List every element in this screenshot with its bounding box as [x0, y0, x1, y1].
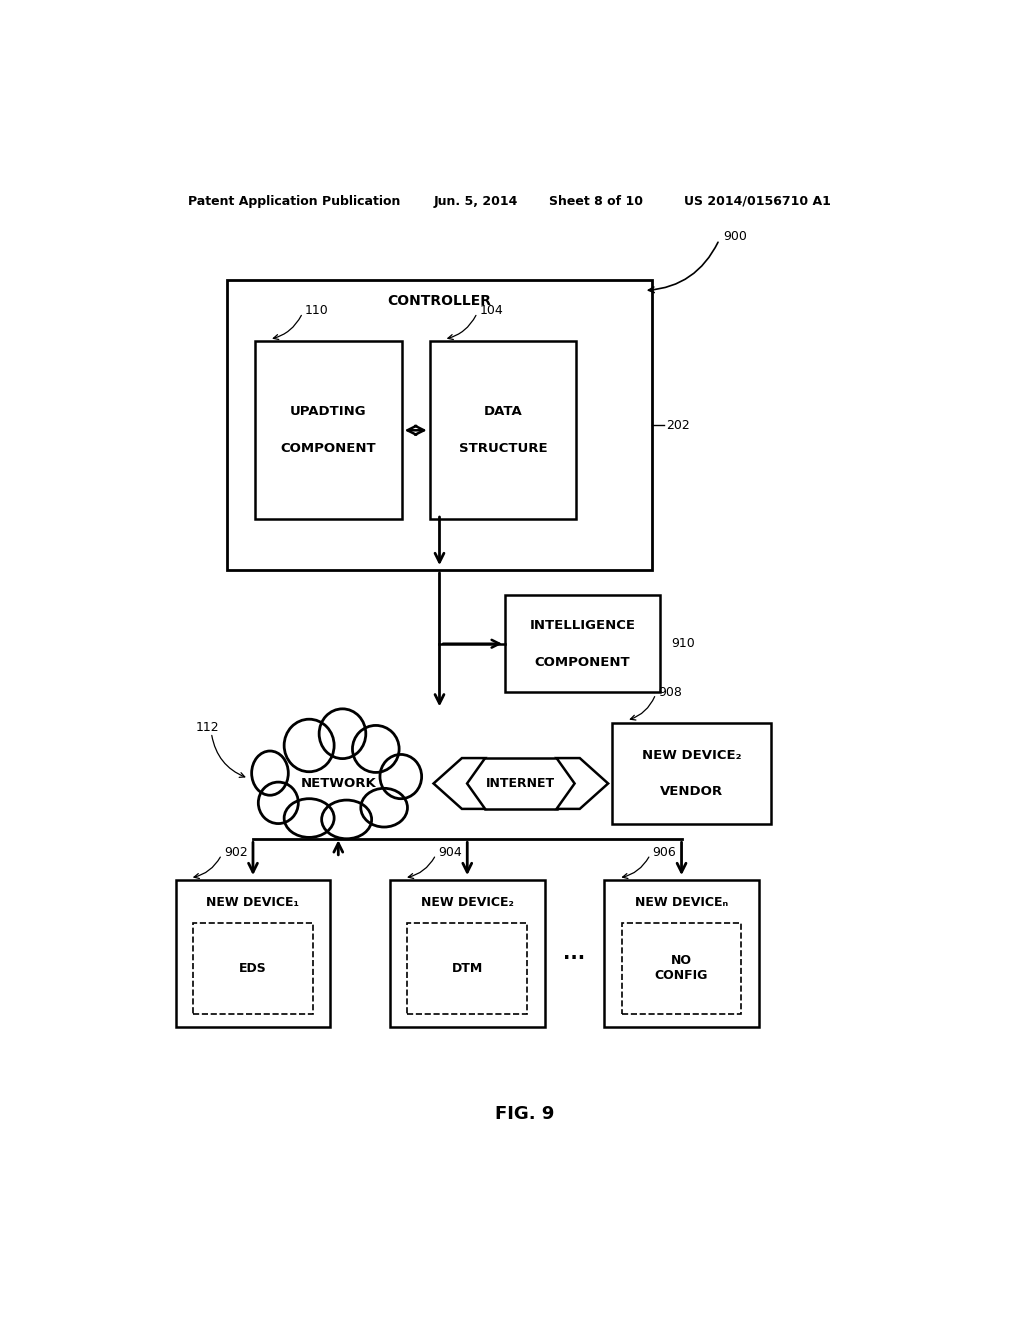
Bar — [430, 342, 577, 519]
Text: UPADTING: UPADTING — [290, 405, 367, 418]
Text: 906: 906 — [652, 846, 676, 859]
Text: US 2014/0156710 A1: US 2014/0156710 A1 — [684, 194, 830, 207]
Ellipse shape — [267, 735, 410, 832]
Bar — [194, 923, 313, 1014]
Ellipse shape — [284, 719, 334, 772]
Text: NETWORK: NETWORK — [300, 777, 376, 789]
Bar — [227, 280, 652, 570]
Text: 202: 202 — [666, 418, 690, 432]
Text: Sheet 8 of 10: Sheet 8 of 10 — [549, 194, 643, 207]
Text: 900: 900 — [723, 230, 748, 243]
Text: 104: 104 — [479, 305, 504, 317]
Bar — [408, 923, 527, 1014]
Ellipse shape — [352, 726, 399, 772]
Text: VENDOR: VENDOR — [659, 785, 723, 799]
Text: NEW DEVICE₂: NEW DEVICE₂ — [421, 896, 514, 909]
Bar — [612, 722, 771, 824]
Text: 902: 902 — [224, 846, 248, 859]
Text: DATA: DATA — [483, 405, 522, 418]
Text: INTERNET: INTERNET — [486, 777, 555, 789]
Bar — [505, 595, 659, 692]
Text: STRUCTURE: STRUCTURE — [459, 442, 547, 455]
Text: NEW DEVICEₙ: NEW DEVICEₙ — [635, 896, 728, 909]
Text: 110: 110 — [305, 305, 329, 317]
Ellipse shape — [252, 751, 289, 795]
Ellipse shape — [258, 783, 298, 824]
Ellipse shape — [319, 709, 366, 759]
Ellipse shape — [360, 788, 408, 828]
Bar — [390, 880, 545, 1027]
Text: 908: 908 — [658, 685, 682, 698]
Text: COMPONENT: COMPONENT — [535, 656, 630, 668]
Text: Patent Application Publication: Patent Application Publication — [187, 194, 400, 207]
Text: FIG. 9: FIG. 9 — [496, 1105, 554, 1123]
Text: NEW DEVICE₂: NEW DEVICE₂ — [642, 748, 741, 762]
Text: 910: 910 — [672, 638, 695, 651]
Text: ...: ... — [563, 944, 586, 964]
Text: 112: 112 — [196, 721, 219, 734]
Text: EDS: EDS — [240, 962, 267, 974]
Bar — [622, 923, 741, 1014]
Text: DTM: DTM — [452, 962, 483, 974]
Bar — [604, 880, 759, 1027]
Text: INTELLIGENCE: INTELLIGENCE — [529, 619, 635, 632]
Polygon shape — [433, 758, 485, 809]
Text: Jun. 5, 2014: Jun. 5, 2014 — [433, 194, 518, 207]
Ellipse shape — [380, 755, 422, 799]
Text: COMPONENT: COMPONENT — [281, 442, 376, 455]
Text: CONTROLLER: CONTROLLER — [387, 293, 492, 308]
Text: NO
CONFIG: NO CONFIG — [655, 954, 709, 982]
Bar — [176, 880, 331, 1027]
Ellipse shape — [322, 800, 372, 838]
Text: 904: 904 — [438, 846, 462, 859]
Bar — [255, 342, 401, 519]
Polygon shape — [557, 758, 608, 809]
Ellipse shape — [284, 799, 334, 837]
Text: NEW DEVICE₁: NEW DEVICE₁ — [207, 896, 299, 909]
